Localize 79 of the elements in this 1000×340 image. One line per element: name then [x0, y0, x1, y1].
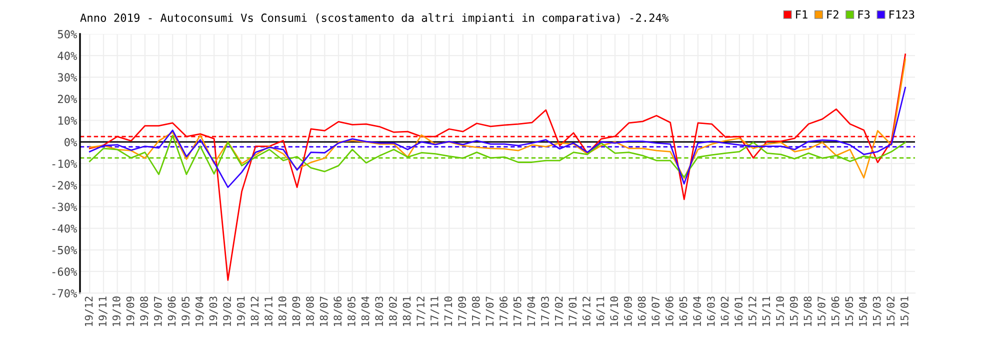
x-tick-label: 17/04 — [527, 296, 536, 326]
legend-label: F3 — [858, 10, 870, 19]
x-tick-label: 19/07 — [154, 296, 163, 326]
x-tick-label: 16/02 — [720, 296, 730, 326]
chart-title: Anno 2019 - Autoconsumi Vs Consumi (scostamento da altri impianti in comparativa) -2.24% — [80, 13, 668, 24]
x-tick-label: 18/01 — [402, 296, 412, 326]
x-tick-label: 17/07 — [486, 296, 494, 326]
x-tick-label: 18/09 — [292, 296, 301, 326]
x-tick-label: 15/06 — [831, 296, 840, 326]
x-tick-label: 17/06 — [500, 296, 508, 326]
x-tick-label: 18/06 — [334, 296, 342, 326]
x-tick-label: 15/05 — [845, 296, 854, 326]
x-tick-label: 16/01 — [734, 296, 744, 326]
y-tick-label: 40% — [58, 52, 78, 60]
y-tick-label: -40% — [52, 224, 78, 233]
x-tick-label: 17/10 — [444, 296, 453, 326]
x-tick-label: 19/03 — [209, 296, 218, 326]
x-tick-label: 15/11 — [762, 296, 771, 326]
x-tick-label: 18/03 — [375, 296, 384, 326]
x-tick-label: 17/01 — [568, 296, 578, 326]
x-tick-label: 16/03 — [706, 296, 716, 326]
x-tick-label: 19/09 — [126, 296, 136, 326]
x-tick-label: 16/11 — [596, 296, 606, 326]
x-tick-label: 16/12 — [582, 296, 592, 326]
x-tick-label: 17/05 — [513, 296, 522, 326]
y-tick-label: -10% — [52, 160, 78, 168]
x-tick-label: 16/04 — [693, 296, 702, 326]
y-tick-label: -50% — [52, 246, 78, 254]
y-tick-label: 30% — [58, 73, 78, 82]
legend-label: F123 — [890, 10, 914, 19]
x-tick-label: 19/10 — [112, 296, 122, 326]
x-tick-label: 15/02 — [886, 296, 896, 326]
y-tick-label: 0% — [64, 138, 78, 146]
x-tick-label: 19/11 — [98, 296, 108, 326]
x-tick-label: 19/04 — [195, 296, 204, 326]
legend-label: F1 — [796, 10, 808, 18]
y-tick-label: 10% — [58, 116, 78, 125]
x-tick-label: 18/04 — [361, 296, 370, 326]
y-tick-label: 50% — [58, 30, 78, 38]
x-tick-label: 18/12 — [250, 296, 260, 326]
y-tick-label: -20% — [52, 181, 78, 190]
x-tick-label: 15/12 — [748, 296, 758, 326]
x-tick-label: 18/11 — [264, 296, 274, 326]
x-tick-label: 19/01 — [236, 296, 246, 326]
x-tick-label: 15/09 — [790, 296, 799, 326]
x-tick-label: 17/09 — [458, 296, 467, 326]
line-series — [88, 58, 906, 179]
x-tick-label: 17/02 — [554, 296, 564, 326]
x-tick-label: 18/08 — [306, 296, 315, 326]
x-tick-label: 15/03 — [872, 296, 882, 326]
x-tick-label: 18/07 — [320, 296, 329, 326]
x-tick-label: 15/01 — [900, 296, 910, 326]
x-tick-label: 15/04 — [859, 296, 868, 326]
x-tick-label: 15/10 — [776, 296, 785, 326]
x-tick-label: 16/06 — [665, 296, 674, 326]
y-tick-label: -70% — [52, 289, 78, 298]
x-tick-label: 16/10 — [610, 296, 619, 326]
x-tick-label: 19/08 — [140, 296, 149, 326]
x-tick-label: 15/07 — [818, 296, 826, 326]
x-tick-label: 18/05 — [348, 296, 356, 326]
x-tick-label: 17/03 — [541, 296, 550, 326]
y-tick-label: -60% — [52, 267, 78, 276]
x-tick-label: 17/11 — [430, 296, 440, 326]
x-tick-label: 18/02 — [388, 296, 398, 326]
x-tick-label: 19/02 — [223, 296, 232, 326]
y-tick-label: 20% — [58, 94, 78, 104]
x-tick-label: 17/08 — [472, 296, 481, 326]
x-tick-label: 16/09 — [624, 296, 633, 326]
x-tick-label: 17/12 — [416, 296, 426, 326]
x-tick-label: 15/08 — [804, 296, 812, 326]
x-tick-label: 16/07 — [652, 296, 660, 326]
legend-label: F2 — [827, 10, 838, 18]
x-tick-label: 18/10 — [278, 296, 288, 326]
y-tick-label: -30% — [52, 202, 78, 212]
x-tick-label: 16/08 — [638, 296, 647, 326]
x-tick-label: 16/05 — [679, 296, 688, 326]
x-tick-label: 19/05 — [182, 296, 190, 326]
x-tick-label: 19/06 — [168, 296, 176, 326]
x-tick-label: 19/12 — [84, 296, 94, 326]
